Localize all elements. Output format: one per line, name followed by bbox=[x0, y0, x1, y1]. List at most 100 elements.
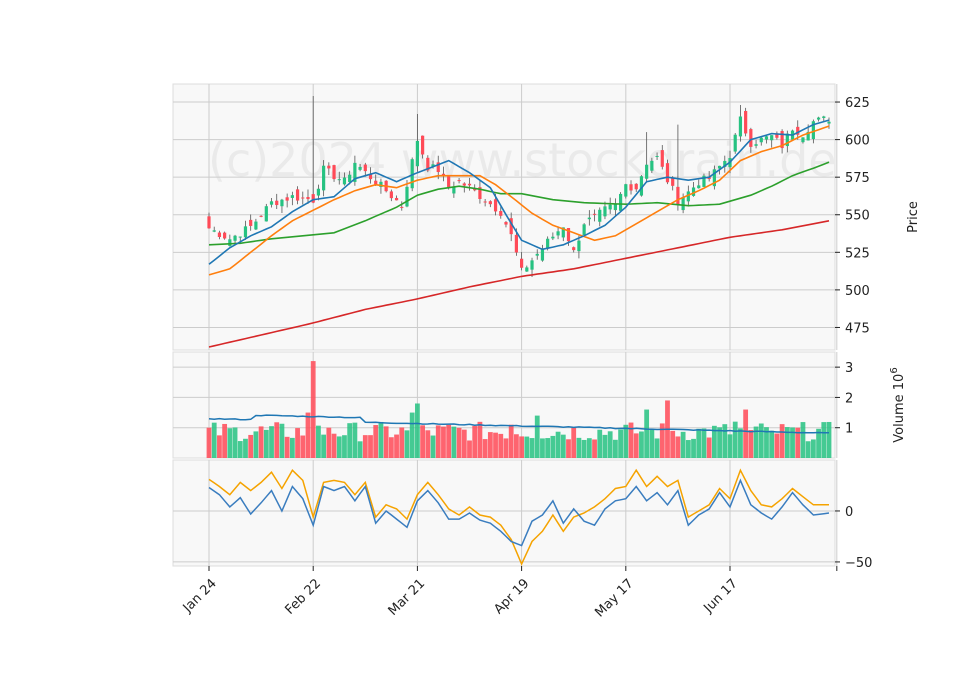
volume-bar-up bbox=[415, 403, 420, 458]
candle-down bbox=[665, 163, 670, 183]
oscillator-grid bbox=[173, 460, 838, 566]
volume-bar-up bbox=[612, 439, 618, 458]
volume-bar-up bbox=[649, 428, 655, 458]
volume-bar-down bbox=[508, 424, 514, 458]
price-tick-label: 625 bbox=[845, 96, 870, 111]
candle-up bbox=[717, 165, 722, 169]
candle-down bbox=[249, 219, 253, 226]
candle-up bbox=[655, 155, 659, 157]
candle-up bbox=[785, 133, 789, 147]
candle-down bbox=[676, 186, 680, 205]
price-tick-label: 550 bbox=[845, 209, 870, 224]
candle-down bbox=[295, 189, 300, 201]
volume-tick-label: 1 bbox=[845, 422, 853, 437]
volume-bar-up bbox=[738, 428, 743, 458]
x-tick-label: Apr 19 bbox=[491, 576, 532, 617]
candle-up bbox=[624, 184, 628, 197]
candle-up bbox=[822, 116, 826, 118]
price-candles bbox=[207, 96, 831, 277]
volume-bar-down bbox=[206, 427, 212, 458]
candle-up bbox=[254, 221, 258, 230]
volume-bar-up bbox=[289, 437, 295, 458]
candle-down bbox=[749, 129, 753, 147]
volume-bar-up bbox=[342, 435, 347, 458]
volume-tick-label: 2 bbox=[845, 391, 853, 406]
candle-down bbox=[275, 200, 279, 206]
volume-bar-down bbox=[222, 423, 228, 458]
volume-bar-up bbox=[644, 409, 650, 458]
candle-down bbox=[520, 258, 524, 268]
volume-bar-down bbox=[305, 412, 311, 458]
price-panel: (c)2024 www.stockdrain.de 47550052555057… bbox=[172, 83, 921, 351]
volume-bar-down bbox=[670, 430, 676, 458]
x-axis: Jan 24 Feb 22 Mar 21 Apr 19 May 17 Jun 17 bbox=[180, 566, 838, 620]
candle-down bbox=[327, 165, 331, 169]
candle-up bbox=[525, 267, 529, 272]
candle-up bbox=[754, 144, 758, 146]
x-tick-label: Mar 21 bbox=[386, 576, 429, 619]
volume-bar-down bbox=[362, 435, 368, 458]
candle-down bbox=[514, 234, 518, 253]
volume-bar-up bbox=[524, 436, 530, 458]
volume-moving-average bbox=[208, 414, 829, 434]
candle-down bbox=[796, 126, 800, 135]
candle-down bbox=[457, 180, 461, 182]
volume-bar-down bbox=[461, 429, 467, 458]
volume-bar-up bbox=[529, 438, 535, 458]
candle-up bbox=[561, 227, 565, 238]
oscillator-panel: −50 0 bbox=[172, 459, 872, 571]
candle-up bbox=[337, 179, 341, 181]
candle-down bbox=[592, 213, 597, 215]
price-panel-background bbox=[172, 83, 836, 351]
volume-bar-down bbox=[748, 430, 754, 458]
candle-up bbox=[228, 239, 232, 246]
candle-down bbox=[436, 162, 440, 173]
candle-up bbox=[530, 260, 534, 270]
candle-up bbox=[598, 209, 602, 222]
candle-down bbox=[332, 165, 336, 180]
candle-up bbox=[452, 187, 456, 194]
volume-bar-up bbox=[534, 415, 540, 458]
volume-bar-up bbox=[451, 426, 457, 458]
volume-bar-up bbox=[711, 425, 717, 458]
volume-bar-up bbox=[685, 440, 691, 458]
volume-bar-down bbox=[368, 435, 373, 458]
candle-up bbox=[243, 226, 248, 238]
volume-bar-down bbox=[456, 427, 462, 458]
candle-up bbox=[212, 230, 216, 232]
volume-bar-down bbox=[420, 425, 426, 458]
candle-down bbox=[493, 199, 498, 212]
candle-up bbox=[348, 174, 352, 183]
candle-down bbox=[671, 178, 675, 186]
volume-bar-down bbox=[774, 433, 780, 458]
volume-bar-down bbox=[388, 437, 394, 458]
candle-up bbox=[280, 199, 284, 207]
oscillator-line-a bbox=[208, 478, 830, 547]
candle-down bbox=[285, 197, 289, 201]
candle-down bbox=[421, 135, 425, 155]
candle-down bbox=[509, 218, 513, 235]
volume-bars bbox=[206, 361, 832, 458]
volume-bar-down bbox=[566, 439, 571, 458]
candle-up bbox=[342, 177, 347, 185]
volume-bar-up bbox=[691, 438, 696, 458]
candle-down bbox=[499, 211, 503, 216]
volume-bar-up bbox=[722, 424, 728, 458]
oscillator-tick-label: −50 bbox=[845, 556, 872, 571]
candle-down bbox=[488, 201, 492, 205]
volume-bar-down bbox=[310, 361, 316, 458]
candle-down bbox=[426, 157, 430, 171]
volume-bar-up bbox=[758, 423, 764, 458]
volume-bar-up bbox=[821, 422, 827, 458]
volume-panel: 1 2 3 Volume 106 bbox=[172, 351, 907, 459]
volume-bar-up bbox=[316, 425, 321, 458]
candle-up bbox=[405, 186, 409, 207]
volume-bar-up bbox=[732, 421, 738, 458]
candle-down bbox=[744, 110, 748, 134]
volume-bar-up bbox=[639, 431, 644, 458]
candle-up bbox=[535, 253, 539, 256]
volume-axis-title: Volume 106 bbox=[889, 367, 907, 442]
volume-bar-up bbox=[800, 422, 806, 458]
volume-bar-up bbox=[618, 429, 623, 458]
candle-up bbox=[551, 236, 555, 239]
